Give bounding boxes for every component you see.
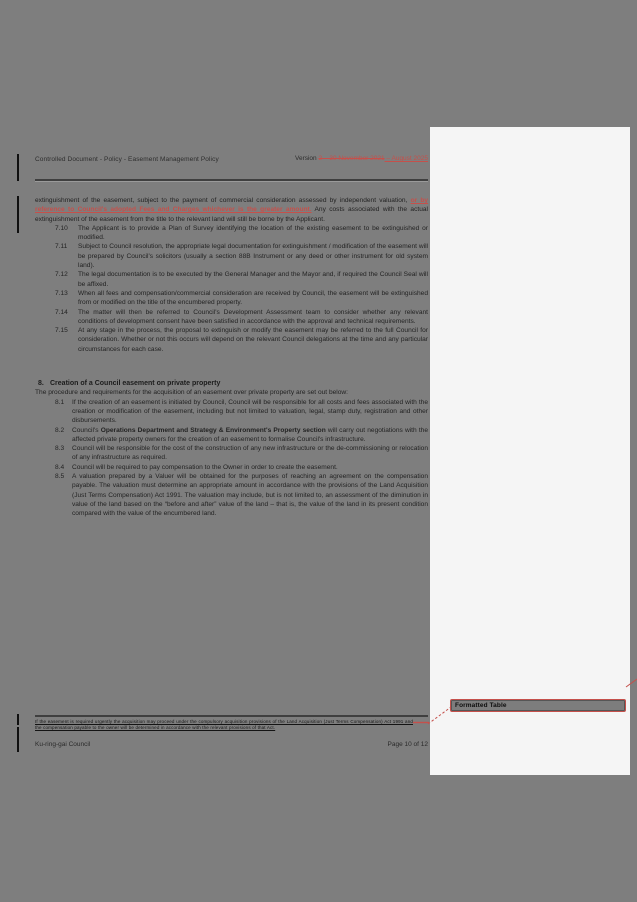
- clause-text: will carry out negotiations with the aff…: [72, 426, 428, 443]
- emphasised-text: Operations Department and Strategy & Env…: [100, 426, 326, 434]
- version-deleted-text: 2 – 30 November 2021: [318, 155, 385, 162]
- version-label: Version: [294, 155, 319, 162]
- page-footer: Ku-ring-gai Council Page 10 of 12: [35, 741, 428, 748]
- clause-text: At any stage in the process, the proposa…: [78, 327, 428, 353]
- clause-7-10: 7.10 The Applicant is to provide a Plan o…: [35, 224, 428, 243]
- clause-number: 8.3: [55, 445, 65, 453]
- clause-text: Subject to Council resolution, the appro…: [78, 243, 428, 270]
- clause-7-11: 7.11 Subject to Council resolution, the a…: [35, 242, 428, 270]
- clause-number: 8.2: [55, 426, 65, 434]
- clause-number: 7.14: [55, 308, 68, 316]
- clause-text: When all fees and compensation/commercia…: [78, 289, 428, 307]
- clause-number: 8.1: [55, 398, 65, 406]
- page-header: Controlled Document - Policy - Easement …: [35, 154, 428, 163]
- footer-page-number: Page 10 of 12: [387, 741, 428, 748]
- header-rule: [35, 179, 428, 181]
- section-title: Creation of a Council easement on privat…: [50, 380, 221, 388]
- footer-separator: [35, 715, 428, 717]
- change-bar: [17, 154, 19, 181]
- comment-label: Formatted Table: [455, 702, 507, 709]
- clause-7-13: 7.13 When all fees and compensation/comme…: [35, 289, 428, 308]
- clause-7-14: 7.14 The matter will then be referred to …: [35, 308, 428, 327]
- change-bar: [17, 196, 19, 233]
- clause-text: A valuation prepared by a Valuer will be…: [72, 473, 428, 518]
- change-bar: [17, 727, 19, 752]
- section-8-intro: The procedure and requirements for the a…: [35, 389, 349, 397]
- body-text: extinguishment of the easement, subject …: [35, 196, 428, 519]
- clause-text: extinguishment of the easement, subject …: [35, 197, 411, 204]
- clause-7-12: 7.12 The legal documentation is to be exe…: [35, 270, 428, 289]
- footer-council-name: Ku-ring-gai Council: [35, 741, 91, 748]
- clause-number: 7.12: [55, 271, 68, 279]
- clause-text: If the creation of an easement is initia…: [72, 398, 428, 425]
- header-version: Version 2 – 30 November 2021 – August 20…: [290, 154, 428, 163]
- clause-number: 8.4: [55, 463, 65, 471]
- paragraph-continuation: extinguishment of the easement, subject …: [35, 196, 428, 224]
- clause-text: The Applicant is to provide a Plan of Su…: [78, 224, 428, 242]
- clause-number: 7.10: [55, 224, 68, 232]
- header-title: Controlled Document - Policy - Easement …: [35, 156, 219, 163]
- clause-8-2: 8.2 Council's Operations Department and S…: [35, 426, 428, 445]
- comment-box-formatted-table[interactable]: Formatted Table: [450, 699, 626, 712]
- clause-number: 7.15: [55, 327, 68, 335]
- clause-text: The legal documentation is to be execute…: [78, 271, 428, 288]
- clause-8-1: 8.1 If the creation of an easement is ini…: [35, 398, 428, 426]
- section-number: 8.: [38, 380, 44, 388]
- clause-text: Council will be responsible for the cost…: [72, 445, 428, 462]
- clause-8-3: 8.3 Council will be responsible for the c…: [35, 444, 428, 463]
- clause-text: Council's: [72, 426, 101, 434]
- clause-7-15: 7.15 At any stage in the process, the pro…: [35, 326, 428, 354]
- review-markup-panel: [430, 127, 630, 775]
- clause-text: The matter will then be referred to Coun…: [78, 308, 428, 325]
- clause-8-4: 8.4 Council will be required to pay compe…: [35, 463, 428, 472]
- clause-number: 8.5: [55, 473, 65, 481]
- clause-text: Council's Operations Department and Stra…: [72, 426, 428, 445]
- change-bar: [17, 714, 19, 725]
- clause-text: Any costs associated with the actual ext…: [35, 206, 428, 223]
- section-8-heading: 8. Creation of a Council easement on priv…: [35, 379, 428, 388]
- clause-number: 7.11: [55, 243, 68, 251]
- clause-number: 7.13: [55, 289, 68, 297]
- clause-8-5: 8.5 A valuation prepared by a Valuer will…: [35, 472, 428, 518]
- tracked-insertion: or by reference to Council's adopted Fee…: [35, 197, 429, 214]
- footnote-text: If the easement is required urgently the…: [35, 719, 413, 730]
- clause-text: Council will be required to pay compensa…: [72, 463, 338, 471]
- version-inserted-text: – August 2025: [384, 155, 428, 162]
